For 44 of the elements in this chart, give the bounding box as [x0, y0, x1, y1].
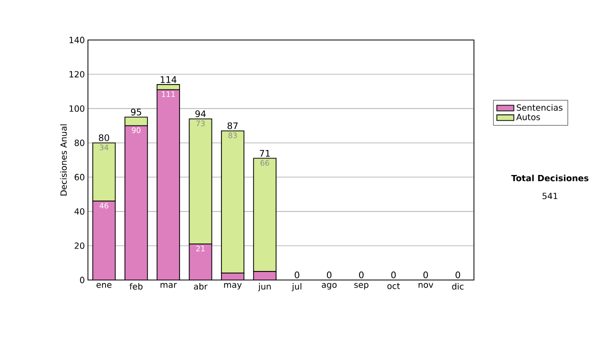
total-label: 0: [391, 271, 396, 278]
total-label: 71: [260, 150, 270, 157]
x-tick-label: jun: [258, 283, 271, 292]
x-tick-label: ago: [322, 283, 337, 290]
total-label: 0: [423, 271, 428, 278]
x-tick-label: mar: [160, 283, 177, 288]
x-tick-label: jul: [292, 283, 302, 292]
legend-label: Sentencias: [516, 104, 562, 111]
y-tick-label: 0: [80, 276, 84, 284]
bar: [124, 125, 148, 280]
y-tick-label: 20: [74, 242, 84, 249]
legend-label: Autos: [516, 114, 540, 120]
x-tick-label: nov: [418, 283, 434, 288]
y-tick-label: 100: [70, 105, 84, 112]
x-tick-label: sep: [354, 283, 368, 290]
text: Total Decisiones: [511, 174, 588, 182]
y-tick-label: 60: [74, 174, 84, 180]
bar: [124, 116, 148, 126]
x-tick-label: abr: [194, 283, 208, 290]
total-label: 94: [195, 110, 206, 118]
text: 541: [542, 192, 558, 200]
x-tick-label: ene: [96, 283, 112, 288]
total-label: 95: [131, 108, 142, 116]
x-tick-label: may: [224, 283, 242, 290]
y-tick-label: 80: [74, 140, 84, 146]
total-label: 0: [294, 271, 300, 278]
x-tick-label: dic: [452, 283, 464, 290]
bar: [188, 118, 212, 244]
y-axis-title: Decisiones Anual: [60, 124, 67, 196]
bar: [188, 244, 212, 280]
total-label: 114: [160, 76, 176, 83]
bar: [92, 200, 116, 280]
total-label: 0: [326, 271, 332, 278]
y-tick-label: 120: [70, 71, 84, 78]
total-label: 87: [228, 122, 238, 130]
y-tick-label: 40: [74, 208, 84, 215]
x-tick-label: oct: [387, 283, 400, 290]
x-tick-label: feb: [130, 283, 143, 290]
bar: [156, 89, 180, 280]
total-label: 0: [359, 271, 364, 278]
total-label: 80: [98, 134, 110, 142]
total-label: 0: [456, 271, 460, 278]
y-tick-label: 140: [70, 36, 84, 44]
bar: [221, 130, 244, 274]
